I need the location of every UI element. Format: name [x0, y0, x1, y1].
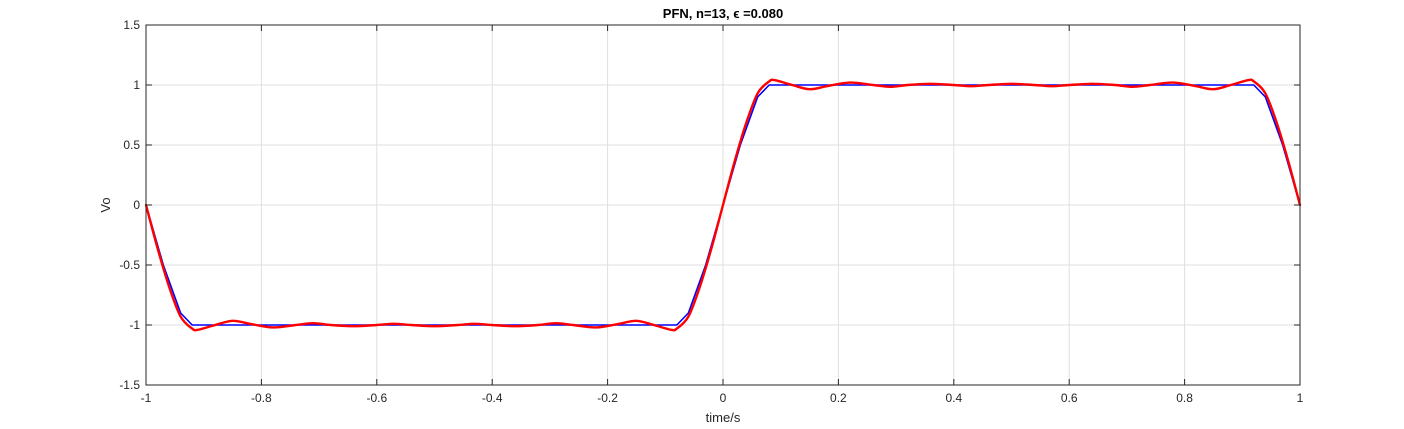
y-tick-label: -0.5: [119, 258, 140, 272]
x-tick-label: -0.2: [597, 391, 618, 405]
x-tick-label: 0.8: [1176, 391, 1193, 405]
y-tick-label: 1.5: [123, 18, 140, 32]
y-tick-label: -1: [129, 318, 140, 332]
x-tick-label: -0.4: [482, 391, 503, 405]
y-tick-label: 0.5: [123, 138, 140, 152]
ticks: -1 -0.8 -0.6 -0.4 -0.2 0 0.2 0.4 0.6 0.8 1-1.5-1-0…: [119, 18, 1303, 405]
x-tick-label: 0.6: [1061, 391, 1078, 405]
x-tick-label: 0: [720, 391, 727, 405]
y-tick-label: 1: [133, 78, 140, 92]
x-tick-label: 0.4: [945, 391, 962, 405]
series-line-red: [144, 78, 1302, 332]
series-layer: [144, 78, 1302, 332]
x-tick-label: 1: [1297, 391, 1304, 405]
x-tick-label: 0.2: [830, 391, 847, 405]
chart-title: PFN, n=13, ϵ =0.080: [663, 6, 783, 21]
y-axis-title: Vo: [98, 197, 113, 212]
x-tick-label: -1: [141, 391, 152, 405]
y-tick-label: -1.5: [119, 378, 140, 392]
x-tick-label: -0.6: [366, 391, 387, 405]
x-tick-label: -0.8: [251, 391, 272, 405]
y-tick-label: 0: [133, 198, 140, 212]
x-axis-title: time/s: [706, 410, 741, 425]
